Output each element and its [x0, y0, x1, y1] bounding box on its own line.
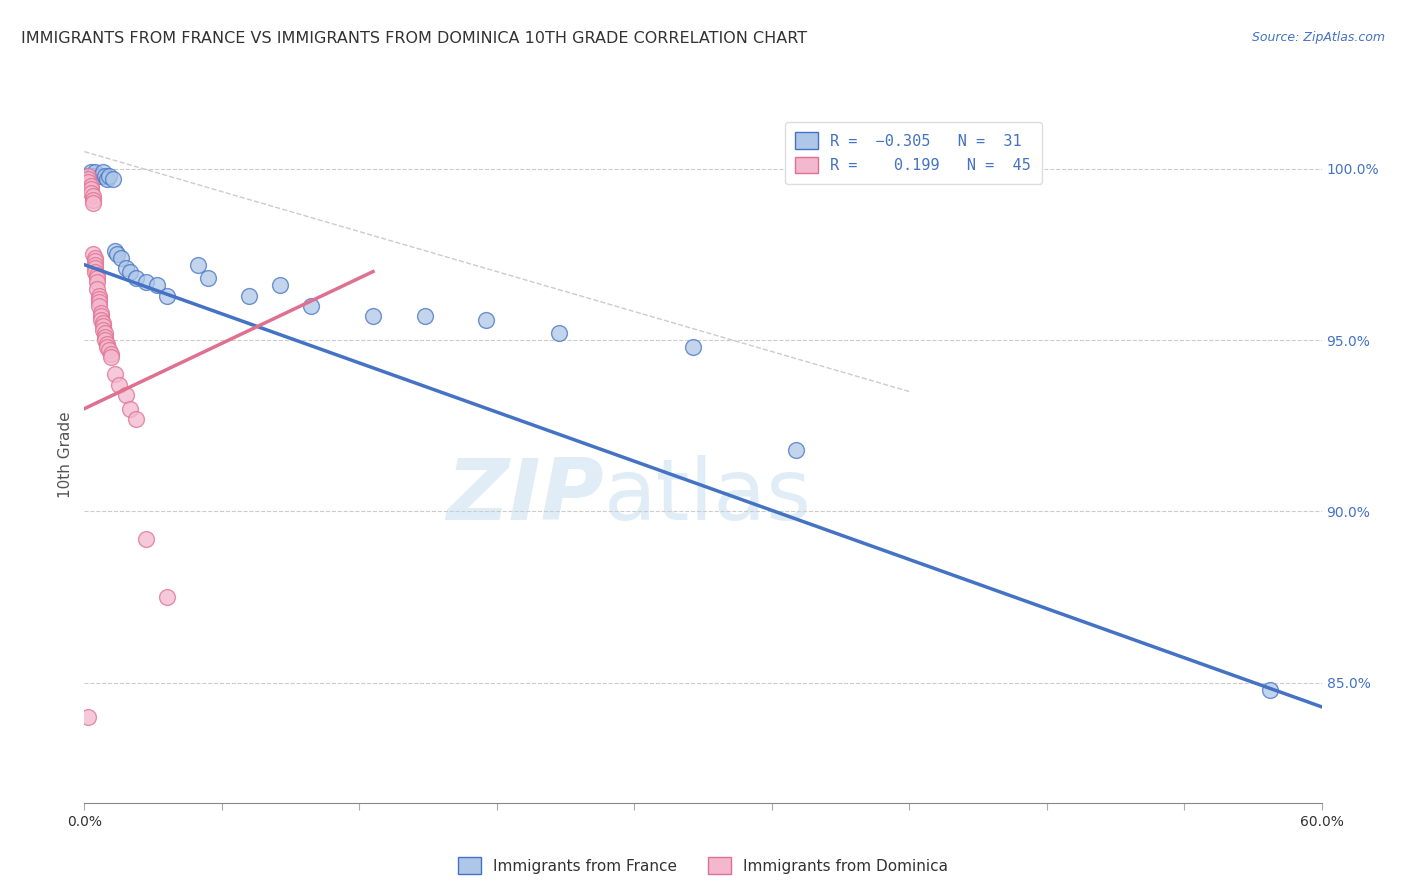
Point [82, 247, 104, 261]
Point [135, 275, 157, 289]
Point [94, 326, 117, 341]
Point [83, 165, 105, 179]
Point [114, 388, 136, 402]
Point [77, 169, 100, 183]
Y-axis label: 10th Grade: 10th Grade [58, 411, 73, 499]
Point [145, 278, 167, 293]
Point [682, 340, 704, 354]
Point [96, 340, 118, 354]
Point [83, 258, 105, 272]
Point [90, 309, 112, 323]
Point [83, 251, 105, 265]
Point [94, 333, 117, 347]
Point [90, 306, 112, 320]
Point [269, 278, 291, 293]
Point [90, 169, 112, 183]
Point [87, 299, 110, 313]
Point [91, 316, 114, 330]
Point [87, 295, 110, 310]
Text: IMMIGRANTS FROM FRANCE VS IMMIGRANTS FROM DOMINICA 10TH GRADE CORRELATION CHART: IMMIGRANTS FROM FRANCE VS IMMIGRANTS FRO… [21, 31, 807, 46]
Point [86, 282, 108, 296]
Point [96, 172, 118, 186]
Point [83, 254, 105, 268]
Point [110, 251, 132, 265]
Point [104, 368, 127, 382]
Point [86, 268, 108, 282]
Point [77, 172, 100, 186]
Point [108, 377, 131, 392]
Point [156, 590, 179, 604]
Text: atlas: atlas [605, 455, 813, 538]
Point [82, 193, 104, 207]
Point [98, 343, 121, 358]
Point [77, 176, 100, 190]
Point [77, 710, 100, 724]
Point [197, 271, 219, 285]
Point [94, 169, 117, 183]
Point [299, 299, 322, 313]
Legend: Immigrants from France, Immigrants from Dominica: Immigrants from France, Immigrants from … [451, 851, 955, 880]
Point [114, 261, 136, 276]
Point [91, 165, 114, 179]
Point [547, 326, 569, 341]
Point [125, 412, 148, 426]
Point [1258, 682, 1281, 697]
Point [90, 312, 112, 326]
Text: Source: ZipAtlas.com: Source: ZipAtlas.com [1251, 31, 1385, 45]
Point [118, 401, 141, 416]
Point [83, 264, 105, 278]
Point [91, 323, 114, 337]
Point [91, 319, 114, 334]
Point [79, 186, 101, 200]
Point [86, 275, 108, 289]
Point [135, 532, 157, 546]
Point [82, 189, 104, 203]
Point [79, 182, 101, 196]
Point [103, 172, 125, 186]
Point [785, 442, 807, 457]
Point [105, 247, 128, 261]
Point [100, 350, 122, 364]
Point [79, 165, 101, 179]
Point [475, 312, 498, 326]
Point [156, 288, 179, 302]
Point [413, 309, 436, 323]
Point [98, 169, 121, 183]
Point [77, 169, 100, 183]
Point [82, 196, 104, 211]
Point [361, 309, 384, 323]
Point [94, 329, 117, 343]
Legend: R =  −0.305   N =  31, R =    0.199   N =  45: R = −0.305 N = 31, R = 0.199 N = 45 [785, 121, 1042, 184]
Point [79, 178, 101, 193]
Point [83, 261, 105, 276]
Text: ZIP: ZIP [446, 455, 605, 538]
Point [238, 288, 260, 302]
Point [82, 169, 104, 183]
Point [104, 244, 127, 258]
Point [100, 347, 122, 361]
Point [87, 288, 110, 302]
Point [96, 336, 118, 351]
Point [187, 258, 209, 272]
Point [87, 292, 110, 306]
Point [118, 264, 141, 278]
Point [86, 271, 108, 285]
Point [125, 271, 148, 285]
